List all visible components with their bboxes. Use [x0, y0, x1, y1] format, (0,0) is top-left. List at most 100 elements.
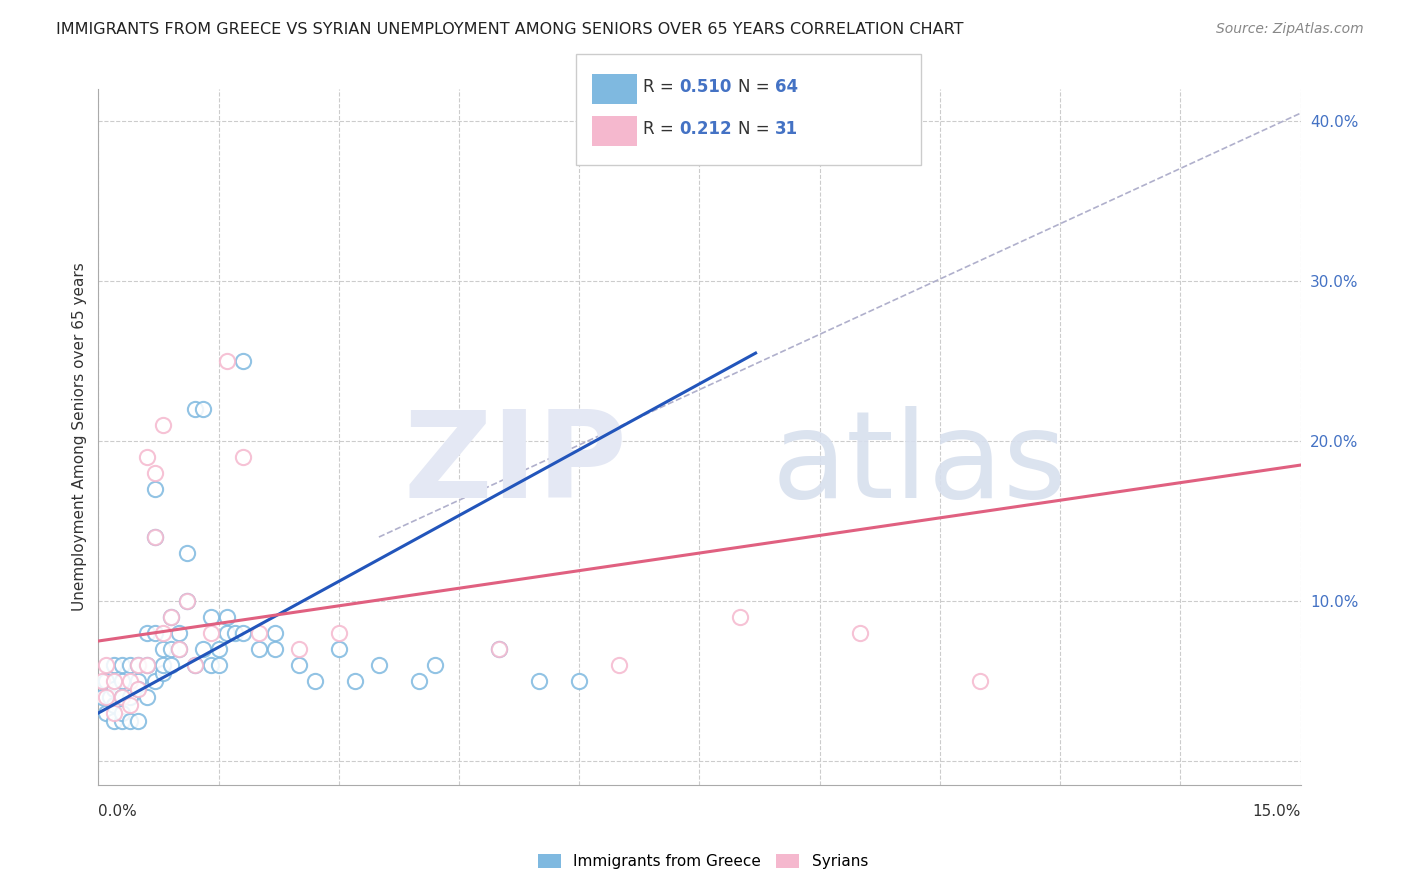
- Point: [100, 690, 122, 704]
- Point: [609, 658, 631, 673]
- Point: [263, 642, 285, 657]
- Point: [103, 706, 125, 720]
- Point: [183, 402, 205, 417]
- Point: [103, 714, 125, 728]
- Point: [328, 626, 350, 640]
- Point: [191, 402, 214, 417]
- Point: [304, 673, 326, 688]
- Point: [208, 658, 231, 673]
- Point: [128, 714, 150, 728]
- Point: [288, 658, 311, 673]
- Point: [343, 673, 366, 688]
- Point: [128, 681, 150, 696]
- Point: [120, 714, 142, 728]
- Point: [408, 673, 430, 688]
- Point: [849, 626, 872, 640]
- Point: [96, 658, 118, 673]
- Y-axis label: Unemployment Among Seniors over 65 years: Unemployment Among Seniors over 65 years: [72, 263, 87, 611]
- Point: [488, 642, 510, 657]
- Text: 15.0%: 15.0%: [1253, 805, 1301, 819]
- Point: [143, 466, 166, 480]
- Legend: Immigrants from Greece, Syrians: Immigrants from Greece, Syrians: [531, 848, 875, 875]
- Point: [103, 698, 125, 712]
- Point: [128, 681, 150, 696]
- Point: [969, 673, 991, 688]
- Text: Source: ZipAtlas.com: Source: ZipAtlas.com: [1216, 22, 1364, 37]
- Point: [232, 626, 254, 640]
- Text: N =: N =: [738, 78, 775, 96]
- Point: [128, 658, 150, 673]
- Text: atlas: atlas: [772, 407, 1067, 524]
- Point: [159, 642, 181, 657]
- Point: [488, 642, 510, 657]
- Point: [111, 714, 134, 728]
- Text: ZIP: ZIP: [404, 407, 627, 524]
- Point: [111, 706, 134, 720]
- Point: [176, 594, 198, 608]
- Point: [135, 690, 157, 704]
- Text: 0.510: 0.510: [679, 78, 731, 96]
- Point: [232, 354, 254, 368]
- Point: [328, 642, 350, 657]
- Point: [159, 610, 181, 624]
- Point: [128, 658, 150, 673]
- Point: [143, 530, 166, 544]
- Point: [215, 626, 238, 640]
- Point: [143, 626, 166, 640]
- Point: [423, 658, 446, 673]
- Point: [232, 450, 254, 464]
- Point: [143, 530, 166, 544]
- Text: IMMIGRANTS FROM GREECE VS SYRIAN UNEMPLOYMENT AMONG SENIORS OVER 65 YEARS CORREL: IMMIGRANTS FROM GREECE VS SYRIAN UNEMPLO…: [56, 22, 963, 37]
- Point: [215, 354, 238, 368]
- Point: [152, 665, 174, 680]
- Point: [263, 626, 285, 640]
- Point: [529, 673, 551, 688]
- Point: [167, 642, 190, 657]
- Point: [91, 690, 114, 704]
- Point: [120, 698, 142, 712]
- Point: [111, 690, 134, 704]
- Point: [167, 642, 190, 657]
- Point: [111, 690, 134, 704]
- Point: [167, 626, 190, 640]
- Point: [128, 673, 150, 688]
- Point: [96, 690, 118, 704]
- Point: [152, 626, 174, 640]
- Text: 64: 64: [775, 78, 797, 96]
- Text: 0.212: 0.212: [679, 120, 731, 138]
- Text: R =: R =: [643, 78, 679, 96]
- Point: [120, 658, 142, 673]
- Point: [247, 626, 270, 640]
- Point: [135, 658, 157, 673]
- Text: R =: R =: [643, 120, 679, 138]
- Point: [143, 673, 166, 688]
- Point: [135, 626, 157, 640]
- Point: [159, 658, 181, 673]
- Point: [120, 690, 142, 704]
- Point: [152, 642, 174, 657]
- Point: [159, 610, 181, 624]
- Point: [111, 673, 134, 688]
- Point: [152, 658, 174, 673]
- Point: [200, 610, 222, 624]
- Point: [111, 658, 134, 673]
- Point: [200, 658, 222, 673]
- Point: [103, 658, 125, 673]
- Point: [288, 642, 311, 657]
- Point: [152, 418, 174, 433]
- Point: [120, 673, 142, 688]
- Point: [103, 681, 125, 696]
- Point: [176, 546, 198, 560]
- Point: [368, 658, 391, 673]
- Point: [568, 673, 591, 688]
- Point: [135, 450, 157, 464]
- Point: [633, 146, 655, 161]
- Text: 0.0%: 0.0%: [98, 805, 138, 819]
- Point: [224, 626, 246, 640]
- Point: [91, 673, 114, 688]
- Point: [103, 673, 125, 688]
- Point: [215, 610, 238, 624]
- Point: [183, 658, 205, 673]
- Point: [247, 642, 270, 657]
- Point: [135, 658, 157, 673]
